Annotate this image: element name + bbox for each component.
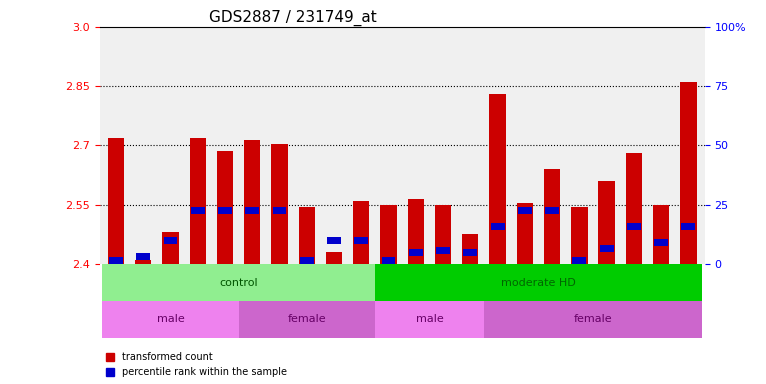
Bar	[327, 237, 341, 244]
Bar	[463, 249, 477, 256]
Bar	[355, 237, 368, 244]
Bar	[103, 264, 375, 301]
Bar	[273, 207, 286, 214]
Bar	[375, 264, 702, 301]
Bar	[238, 301, 375, 338]
Bar	[518, 207, 532, 214]
Text: male: male	[156, 314, 185, 324]
Bar	[375, 301, 484, 338]
Text: female: female	[287, 314, 326, 324]
Bar	[162, 232, 178, 264]
Bar	[217, 151, 233, 264]
Bar	[600, 245, 614, 252]
Bar	[682, 223, 696, 230]
Bar	[244, 139, 260, 264]
Bar	[103, 301, 238, 338]
Bar	[571, 207, 588, 264]
Bar	[516, 203, 533, 264]
Bar	[326, 252, 342, 264]
Bar	[189, 137, 206, 264]
Text: female: female	[574, 314, 612, 324]
Bar	[245, 207, 259, 214]
Text: moderate HD: moderate HD	[501, 278, 576, 288]
Bar	[271, 144, 288, 264]
Bar	[545, 207, 559, 214]
Legend: transformed count, percentile rank within the sample: transformed count, percentile rank withi…	[104, 350, 289, 379]
Bar	[409, 249, 423, 256]
Bar	[191, 207, 205, 214]
Bar	[299, 207, 315, 264]
Bar	[462, 235, 479, 264]
Bar	[381, 205, 397, 264]
Bar	[435, 205, 451, 264]
Bar	[135, 260, 152, 264]
Bar	[544, 169, 560, 264]
Bar	[136, 253, 150, 260]
Bar	[489, 94, 506, 264]
Bar	[109, 257, 123, 264]
Bar	[598, 181, 615, 264]
Bar	[654, 239, 668, 246]
Text: control: control	[219, 278, 258, 288]
Bar	[680, 82, 696, 264]
Bar	[353, 201, 369, 264]
Bar	[484, 301, 702, 338]
Bar	[218, 207, 232, 214]
Bar	[436, 247, 450, 254]
Bar	[408, 199, 424, 264]
Text: male: male	[415, 314, 444, 324]
Bar	[163, 237, 178, 244]
Text: GDS2887 / 231749_at: GDS2887 / 231749_at	[208, 9, 376, 25]
Bar	[627, 223, 641, 230]
Bar	[572, 257, 586, 264]
Bar	[626, 153, 642, 264]
Bar	[300, 257, 314, 264]
Bar	[381, 257, 395, 264]
Bar	[490, 223, 505, 230]
Bar	[108, 137, 124, 264]
Bar	[653, 205, 669, 264]
